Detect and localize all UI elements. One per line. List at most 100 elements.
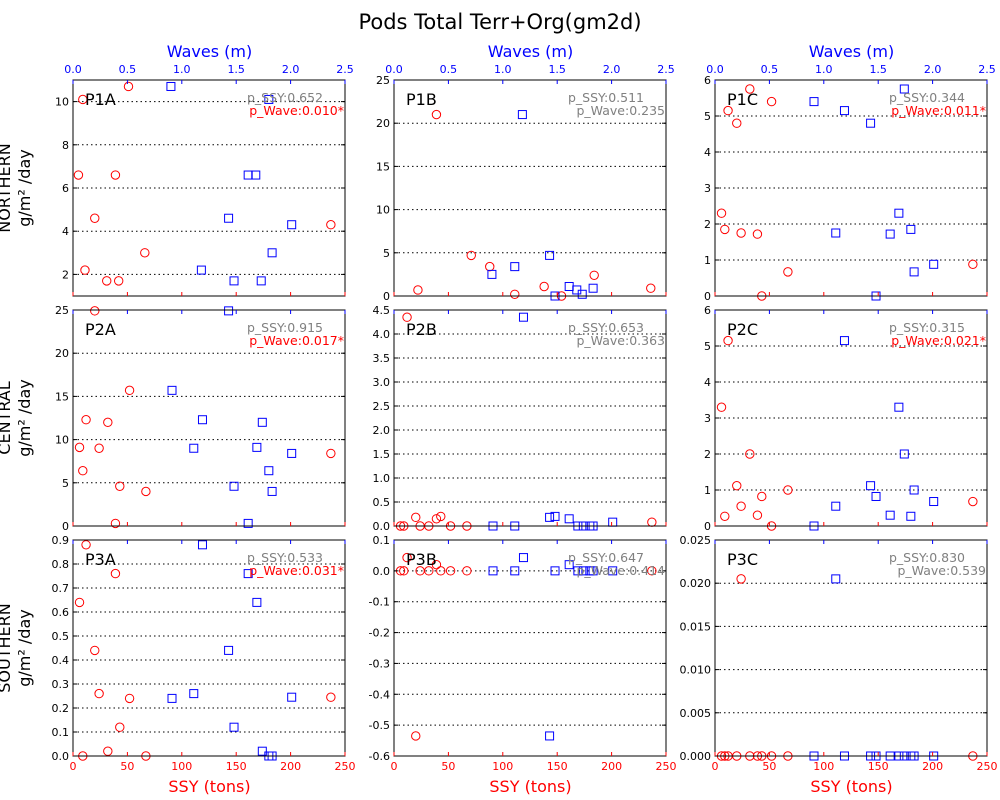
ssy-point bbox=[103, 746, 113, 756]
wave-point bbox=[909, 267, 919, 277]
y-tick-label: 0.0 bbox=[373, 565, 391, 578]
panel-title: P2C bbox=[727, 320, 758, 339]
ssy-point bbox=[326, 448, 336, 459]
panel-title: P2B bbox=[406, 320, 437, 339]
p-ssy-label: p_SSY:0.653 bbox=[568, 320, 644, 335]
p-ssy-label: p_SSY:0.915 bbox=[247, 320, 323, 335]
y-tick-label: 0 bbox=[704, 290, 711, 303]
wave-point bbox=[885, 229, 895, 239]
plot-frame bbox=[393, 539, 667, 757]
ssy-point bbox=[140, 248, 150, 258]
p-ssy-label: p_SSY:0.652 bbox=[247, 90, 323, 105]
plot-frame bbox=[393, 309, 667, 527]
ssy-point bbox=[81, 540, 91, 550]
y-tick-label: -0.3 bbox=[369, 657, 390, 670]
ssy-point bbox=[78, 94, 88, 105]
markers bbox=[716, 84, 978, 301]
wave-point bbox=[906, 511, 916, 521]
y-tick-label: 3 bbox=[704, 182, 711, 195]
w-tick-label: 1.0 bbox=[494, 63, 512, 76]
x-tick-label: 250 bbox=[335, 760, 356, 773]
ssy-point bbox=[766, 96, 777, 107]
x-tick-label: 0 bbox=[712, 760, 719, 773]
x-tick-label: 0 bbox=[70, 760, 77, 773]
y-tick-label: 5 bbox=[704, 110, 711, 123]
ssy-point bbox=[110, 568, 121, 579]
row-label-region: SOUTHERN bbox=[0, 603, 14, 693]
ssy-point bbox=[732, 118, 742, 128]
wave-point bbox=[488, 566, 498, 576]
wave-point bbox=[510, 262, 520, 272]
y-tick-label: 2.5 bbox=[373, 400, 391, 413]
x-tick-label: 50 bbox=[441, 760, 455, 773]
y-tick-label: 5 bbox=[704, 340, 711, 353]
ssy-point bbox=[757, 491, 767, 502]
p-wave-label: p_Wave:0.031* bbox=[249, 563, 344, 578]
wave-point bbox=[518, 312, 528, 322]
ssy-point bbox=[745, 449, 755, 459]
ssy-point bbox=[436, 566, 446, 576]
y-tick-label: 25 bbox=[376, 74, 390, 87]
ssy-point bbox=[326, 220, 336, 230]
ssy-point bbox=[485, 261, 495, 272]
wave-point bbox=[831, 228, 841, 238]
ssy-point bbox=[402, 312, 412, 322]
panel-p2b: 0.0 0.5 1.0 1.5 2.0 2.5 3.0 3.5 4.0 4.5 P2B p_SSY:0… bbox=[373, 304, 667, 533]
ssy-point bbox=[94, 688, 104, 699]
wave-point bbox=[256, 276, 266, 286]
x-tick-label: 0 bbox=[391, 760, 398, 773]
ssy-point bbox=[720, 224, 730, 235]
markers bbox=[74, 540, 336, 761]
w-tick-label: 2.5 bbox=[657, 63, 675, 76]
ssy-point bbox=[539, 281, 549, 292]
w-tick-label: 0.5 bbox=[119, 63, 137, 76]
y-tick-label: 0.1 bbox=[52, 726, 70, 739]
panel-title: P2A bbox=[85, 320, 116, 339]
y-tick-label: 2.0 bbox=[373, 424, 391, 437]
panel-title: P1C bbox=[727, 90, 758, 109]
w-tick-label: 2.5 bbox=[336, 63, 354, 76]
panel-p3c: 0.000 0.005 0.010 0.015 0.020 0.025 0 50 100 150 2… bbox=[680, 534, 998, 773]
y-tick-label: -0.5 bbox=[369, 719, 390, 732]
wave-point bbox=[545, 512, 555, 522]
wave-point bbox=[252, 597, 262, 607]
ssy-point bbox=[411, 731, 421, 741]
plot-frame bbox=[72, 309, 346, 527]
wave-point bbox=[243, 569, 253, 579]
y-tick-label: 0.5 bbox=[52, 630, 70, 643]
ssy-point bbox=[589, 270, 599, 280]
figure-title: Pods Total Terr+Org(gm2d) bbox=[358, 10, 642, 34]
wave-point bbox=[224, 213, 234, 223]
y-tick-label: -0.2 bbox=[369, 627, 390, 640]
w-tick-label: 1.0 bbox=[173, 63, 191, 76]
y-tick-label: 3.0 bbox=[373, 376, 391, 389]
x-tick-label: 200 bbox=[280, 760, 301, 773]
row-label-central: CENTRAL g/m² /day bbox=[0, 298, 35, 538]
row-label-unit: g/m² /day bbox=[15, 149, 34, 227]
y-tick-label: 0.6 bbox=[52, 606, 70, 619]
panel-title: P3B bbox=[406, 550, 437, 569]
y-tick-label: 0.9 bbox=[52, 534, 70, 547]
markers bbox=[716, 335, 978, 531]
y-tick-label: 15 bbox=[376, 160, 390, 173]
y-tick-label: 2 bbox=[704, 448, 711, 461]
p-ssy-label: p_SSY:0.315 bbox=[889, 320, 965, 335]
wave-point bbox=[899, 449, 909, 459]
ssy-point bbox=[103, 417, 113, 428]
ssy-point bbox=[716, 402, 727, 412]
wave-point bbox=[224, 306, 234, 316]
p-ssy-label: p_SSY:0.511 bbox=[568, 90, 644, 105]
wave-point bbox=[229, 722, 239, 732]
y-tick-label: 3.5 bbox=[373, 352, 391, 365]
p-wave-label: p_Wave:0.363 bbox=[577, 333, 666, 348]
ssy-point bbox=[124, 693, 135, 704]
y-tick-label: -0.4 bbox=[369, 688, 390, 701]
w-tick-label: 2.0 bbox=[282, 63, 300, 76]
p-ssy-label: p_SSY:0.344 bbox=[889, 90, 965, 105]
y-tick-label: 5 bbox=[62, 477, 69, 490]
y-tick-label: 6 bbox=[704, 304, 711, 317]
p-ssy-label: p_SSY:0.647 bbox=[568, 550, 644, 565]
y-tick-label: 2 bbox=[704, 218, 711, 231]
x-bottom-label-col3: SSY (tons) bbox=[810, 777, 893, 796]
